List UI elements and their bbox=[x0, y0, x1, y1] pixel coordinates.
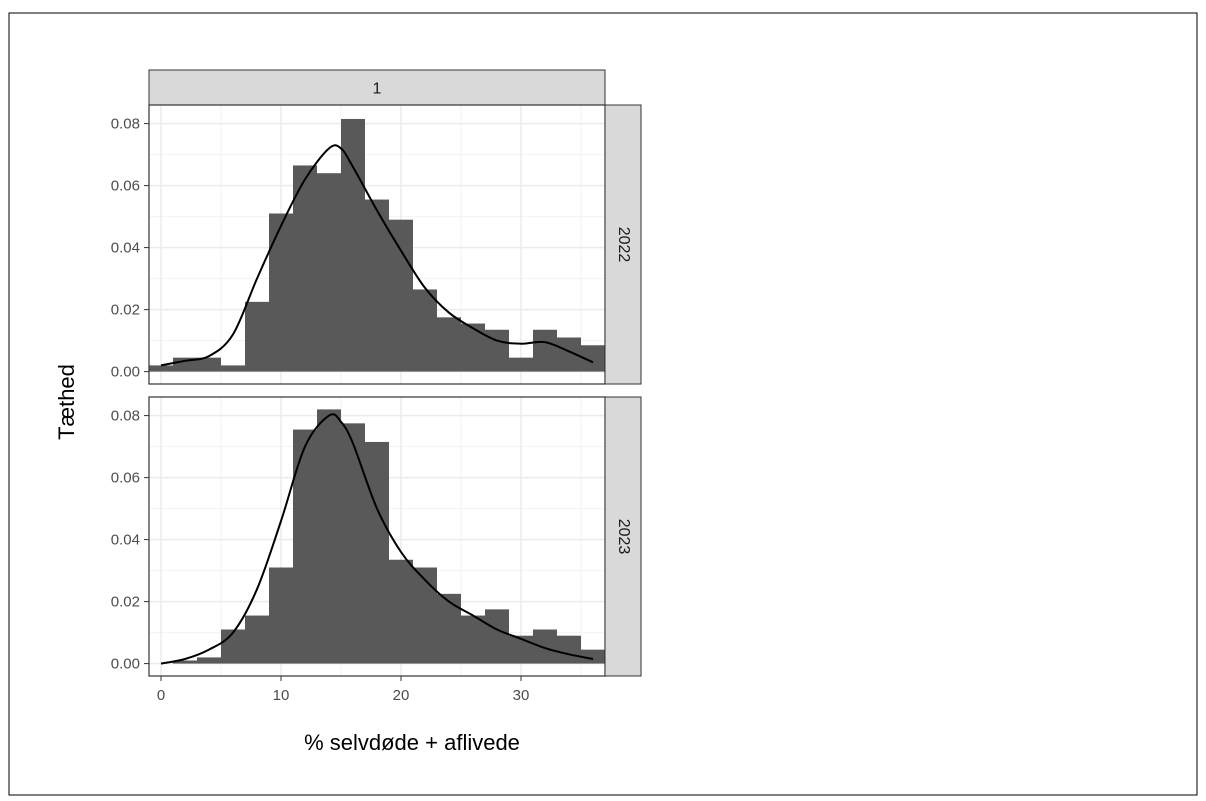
histogram-bar bbox=[245, 301, 269, 372]
x-tick-label: 20 bbox=[393, 687, 410, 704]
histogram-bar bbox=[461, 615, 485, 664]
histogram-bar bbox=[461, 323, 485, 372]
histogram-bar bbox=[197, 357, 221, 372]
y-tick-label: 0.00 bbox=[111, 656, 140, 673]
histogram-bar bbox=[413, 289, 437, 372]
x-axis-title: % selvdøde + aflivede bbox=[304, 730, 520, 755]
y-tick-label: 0.02 bbox=[111, 302, 140, 319]
histogram-bar bbox=[509, 635, 533, 664]
x-tick-label: 0 bbox=[157, 687, 165, 704]
histogram-bar bbox=[149, 365, 173, 372]
y-tick-label: 0.04 bbox=[111, 240, 140, 257]
x-tick-label: 30 bbox=[513, 687, 530, 704]
facet-strip-right-label: 2023 bbox=[615, 519, 632, 555]
histogram-bar bbox=[245, 615, 269, 664]
histogram-bar bbox=[389, 559, 413, 664]
facet-strip-top-label: 1 bbox=[373, 81, 382, 98]
y-axis-title: Tæthed bbox=[54, 364, 79, 440]
histogram-bar bbox=[509, 357, 533, 372]
facet-strip-right bbox=[604, 104, 642, 385]
histogram-bar bbox=[293, 165, 317, 372]
histogram-bar bbox=[365, 441, 389, 664]
histogram-bar bbox=[365, 199, 389, 372]
x-tick-label: 10 bbox=[273, 687, 290, 704]
histogram-bar bbox=[317, 409, 341, 664]
histogram-bar bbox=[485, 609, 509, 664]
facet-strip-top bbox=[148, 69, 606, 106]
density-curve bbox=[160, 144, 594, 367]
facet-strip-right-label: 2022 bbox=[615, 227, 632, 263]
histogram-bar bbox=[293, 429, 317, 664]
histogram-bar bbox=[269, 567, 293, 664]
histogram-bar bbox=[341, 423, 365, 664]
panel-2023: 0.00 0.02 0.04 0.06 0.08 2023 0 10 20 30 bbox=[111, 396, 642, 704]
histogram-bar bbox=[341, 118, 365, 372]
histogram-bar bbox=[557, 635, 581, 664]
histogram-bar bbox=[581, 649, 605, 664]
histogram-bar bbox=[533, 329, 557, 372]
histogram-bar bbox=[221, 365, 245, 372]
y-tick-label: 0.06 bbox=[111, 470, 140, 487]
histogram-bar bbox=[317, 173, 341, 372]
histogram-bar bbox=[437, 593, 461, 664]
histogram-bar bbox=[269, 213, 293, 372]
y-tick-label: 0.08 bbox=[111, 116, 140, 133]
histogram-bar bbox=[389, 219, 413, 372]
histogram-bar bbox=[413, 567, 437, 664]
histogram-bar bbox=[173, 660, 197, 664]
y-tick-label: 0.08 bbox=[111, 408, 140, 425]
panel-2022: 0.00 0.02 0.04 0.06 0.08 2022 bbox=[111, 104, 642, 385]
histogram-bar bbox=[533, 629, 557, 664]
density-curve bbox=[160, 413, 594, 665]
y-tick-label: 0.00 bbox=[111, 364, 140, 381]
y-tick-label: 0.06 bbox=[111, 178, 140, 195]
y-tick-label: 0.04 bbox=[111, 532, 140, 549]
histogram-bar bbox=[437, 317, 461, 372]
facet-strip-right bbox=[604, 396, 642, 677]
histogram-bar bbox=[221, 629, 245, 664]
histogram-bar bbox=[197, 657, 221, 664]
y-tick-label: 0.02 bbox=[111, 594, 140, 611]
